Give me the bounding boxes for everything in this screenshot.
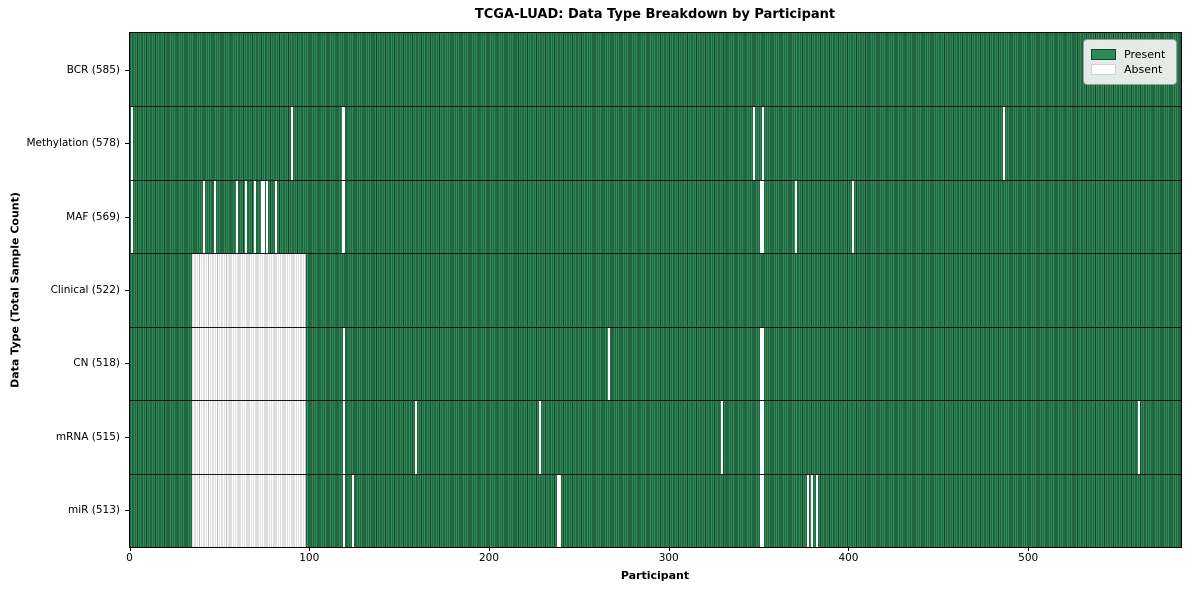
absent-block [192,326,306,401]
absent-stripe [253,179,256,254]
absent-stripe [343,326,346,401]
y-tick-label: MAF (569) [66,210,120,223]
absent-stripe [262,179,265,254]
absent-stripe [816,473,819,547]
absent-stripe [343,400,346,474]
data-row-bcr [129,33,1181,107]
data-row-mrna [129,400,1181,474]
data-row-clinical [129,253,1181,327]
absent-stripe [266,179,269,254]
x-tick-label: 0 [126,552,133,564]
absent-stripe [1003,106,1006,180]
absent-stripe [341,179,344,254]
x-tick-label: 300 [658,552,679,564]
absent-stripe [203,179,206,254]
absent-stripe [760,400,763,474]
y-tick-label: Methylation (578) [26,137,120,150]
x-tick-label: 200 [478,552,499,564]
y-tick-mark [125,363,129,365]
y-tick-mark [125,216,129,218]
y-tick-mark [125,69,129,71]
legend-entry-present: Present [1091,48,1168,61]
legend: Present Absent [1083,39,1177,85]
absent-stripe [415,400,418,474]
absent-stripe [341,106,344,180]
absent-stripe [244,179,247,254]
absent-stripe [720,400,723,474]
x-tick-label: 100 [299,552,320,564]
legend-label: Present [1124,48,1166,61]
data-row-mir [129,473,1181,547]
chart-title: TCGA-LUAD: Data Type Breakdown by Partic… [474,7,836,22]
legend-label: Absent [1124,63,1163,76]
absent-stripe [762,400,765,474]
absent-stripe [760,473,763,547]
data-row-methylation [129,106,1181,180]
data-row-maf [129,179,1181,254]
y-tick-label: BCR (585) [66,63,120,76]
x-tick-mark [488,547,490,551]
absent-block [192,400,306,474]
absent-block [192,473,306,547]
absent-stripe [1137,400,1140,474]
x-tick-label: 400 [838,552,859,564]
x-tick-mark [129,547,131,551]
row-separator [129,179,1181,181]
absent-stripe [213,179,216,254]
absent-stripe [810,473,813,547]
plot-area [128,32,1182,548]
absent-stripe [807,473,810,547]
row-separator [129,400,1181,402]
absent-stripe [539,400,542,474]
x-tick-label: 500 [1018,552,1039,564]
absent-stripe [760,179,763,254]
absent-stripe [762,326,765,401]
absent-stripe [753,106,756,180]
row-separator [129,473,1181,475]
y-tick-mark [125,510,129,512]
y-tick-mark [125,143,129,145]
row-separator [129,253,1181,255]
legend-swatch-absent [1091,64,1116,75]
x-tick-mark [848,547,850,551]
legend-swatch-present [1091,49,1116,60]
absent-stripe [131,106,134,180]
absent-stripe [557,473,560,547]
y-tick-label: mRNA (515) [55,430,120,443]
x-tick-mark [309,547,311,551]
row-separator [129,326,1181,328]
y-tick-mark [125,436,129,438]
absent-stripe [343,179,346,254]
absent-stripe [291,106,294,180]
absent-stripe [352,473,355,547]
y-tick-label: Clinical (522) [50,284,120,296]
absent-stripe [260,179,263,254]
x-tick-mark [1028,547,1030,551]
absent-stripe [559,473,562,547]
legend-entry-absent: Absent [1091,63,1168,76]
absent-stripe [275,179,278,254]
x-tick-mark [668,547,670,551]
absent-stripe [131,179,134,254]
absent-stripe [235,179,238,254]
absent-stripe [607,326,610,401]
data-row-cn [129,326,1181,401]
y-tick-mark [125,290,129,291]
absent-stripe [343,106,346,180]
absent-stripe [343,473,346,547]
absent-stripe [762,106,765,180]
absent-stripe [794,179,797,254]
absent-stripe [852,179,855,254]
absent-stripe [762,473,765,547]
absent-stripe [760,326,763,401]
x-axis-title: Participant [620,569,690,582]
absent-block [192,253,306,327]
row-separator [129,106,1181,108]
y-tick-label: CN (518) [73,357,120,370]
absent-stripe [762,179,765,254]
y-tick-label: miR (513) [67,504,120,517]
